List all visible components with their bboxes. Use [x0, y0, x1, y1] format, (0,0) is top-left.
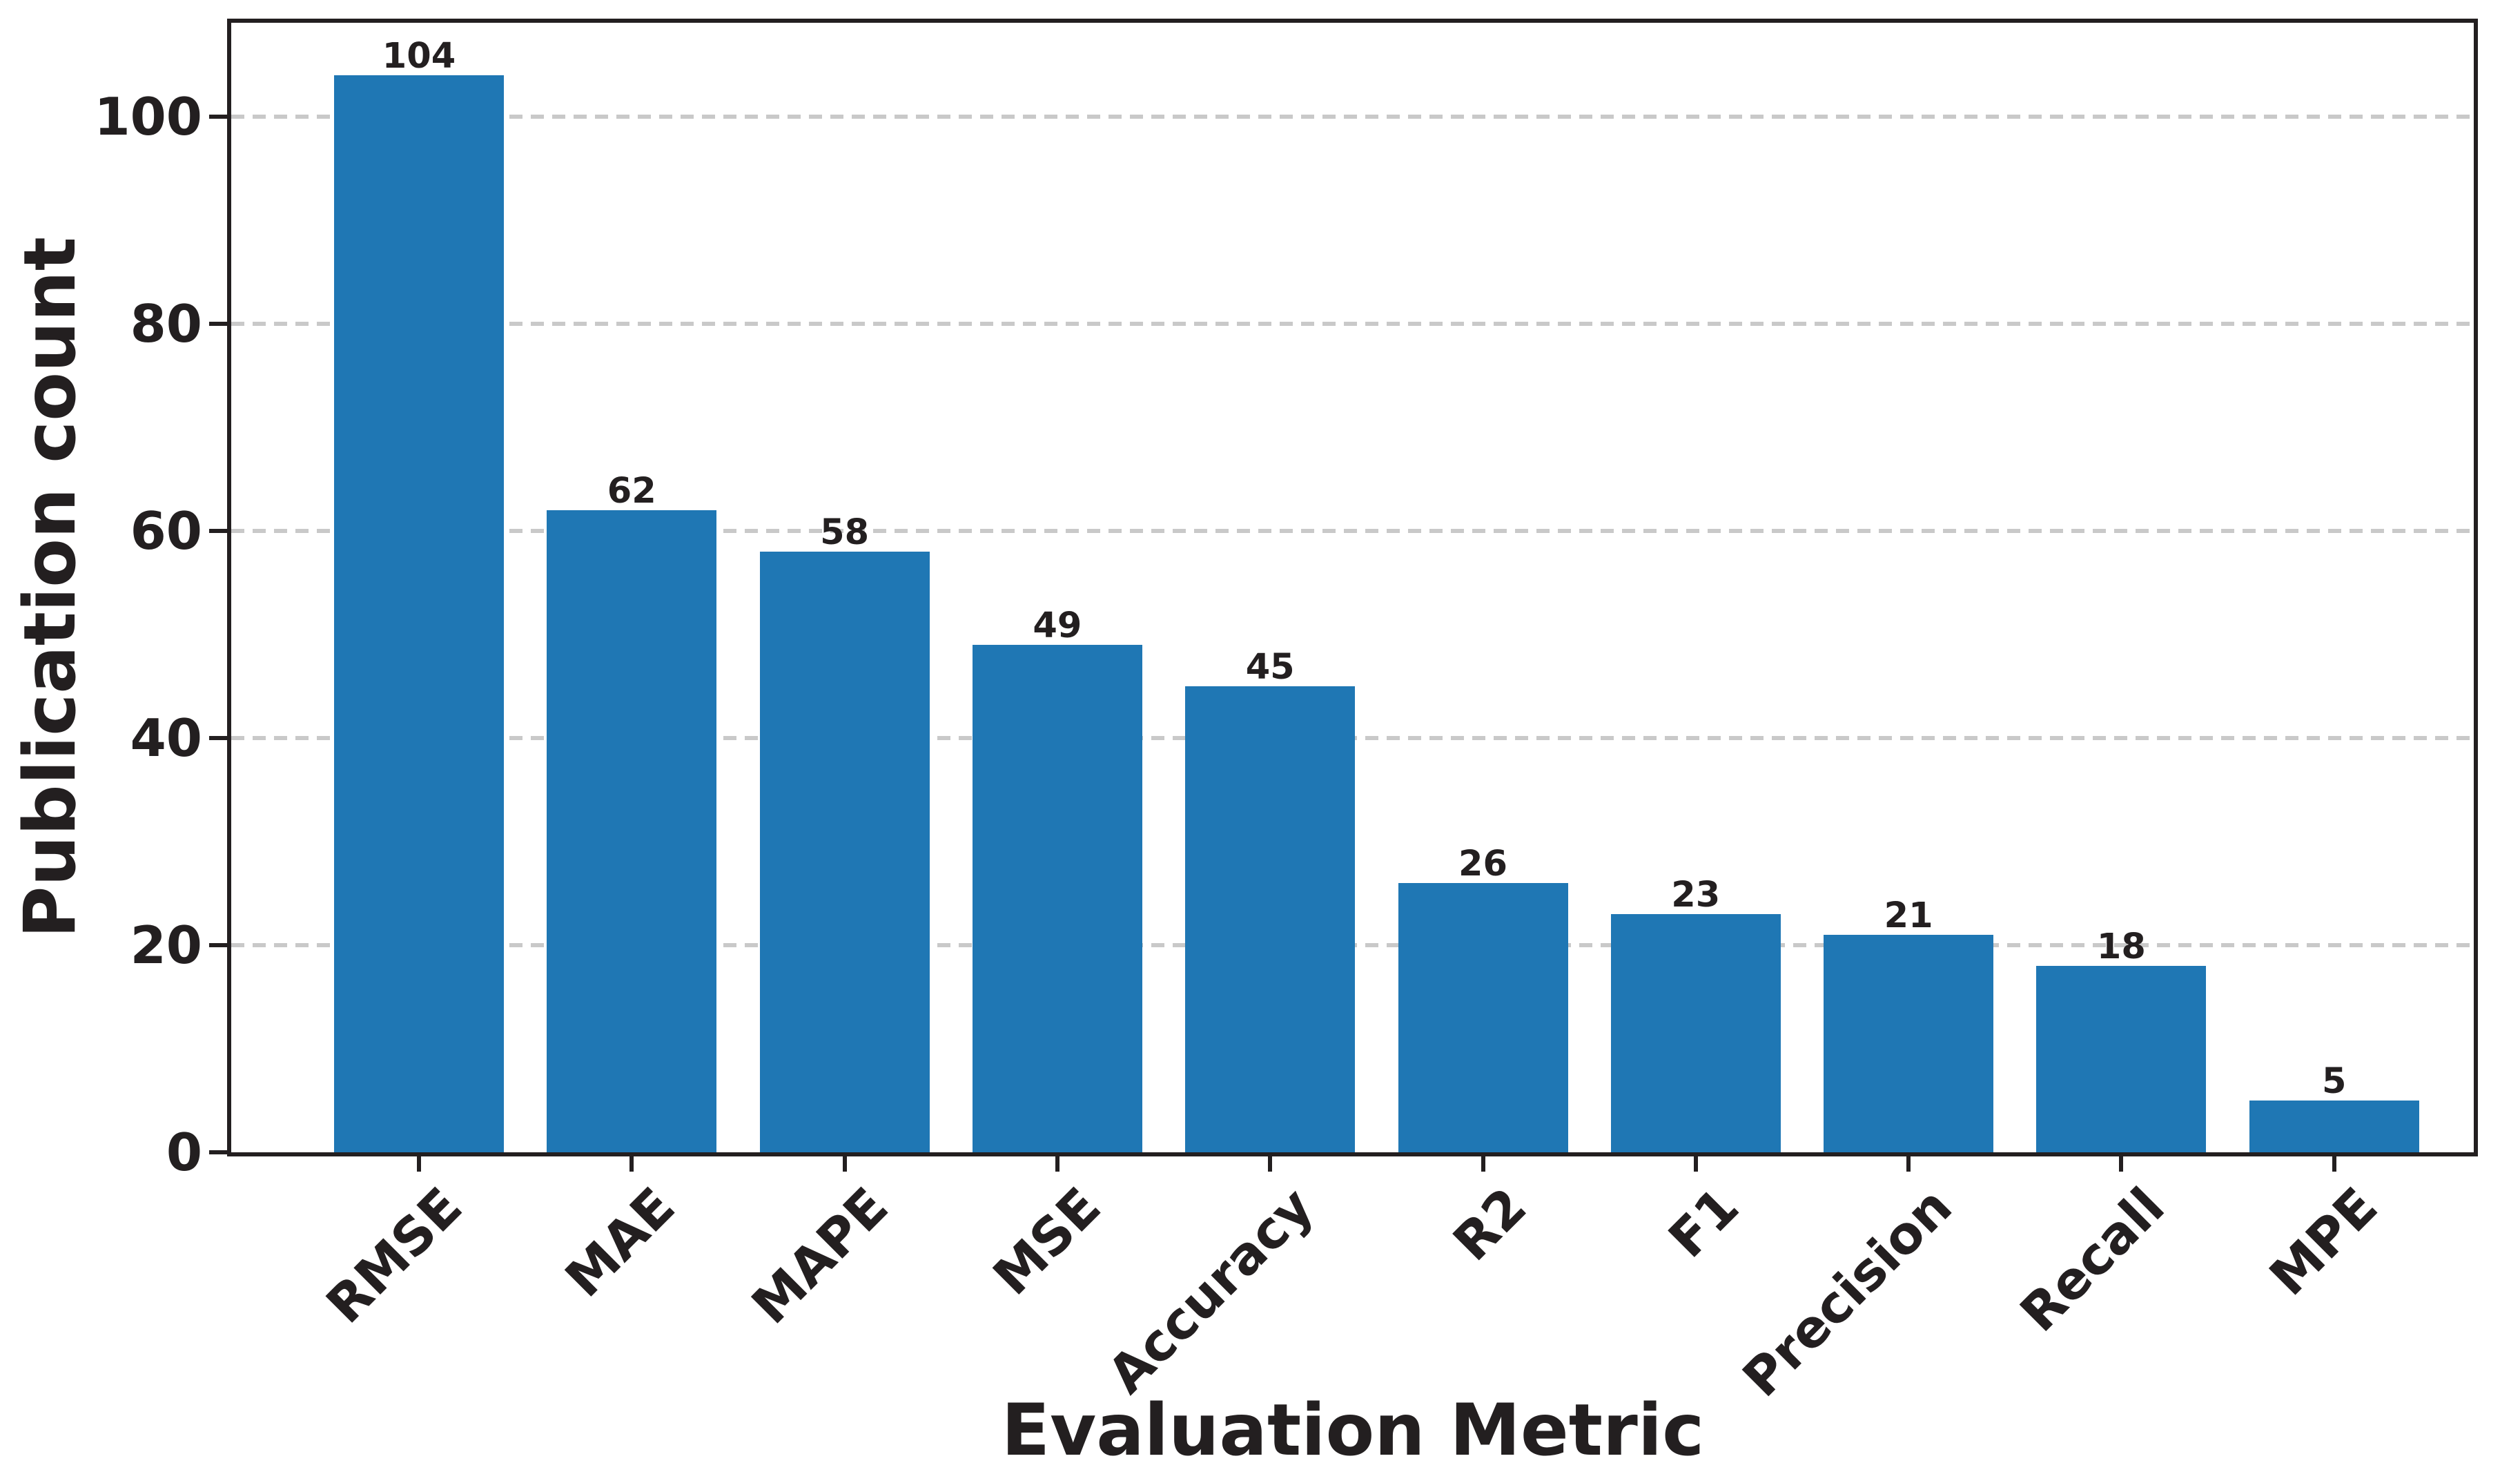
y-gridline-60 [231, 529, 2474, 534]
x-tick-label-MPE: MPE [2257, 1176, 2390, 1308]
x-tick-mark-MPE [2332, 1156, 2336, 1172]
bar-value-label-MSE: 49 [1033, 605, 1082, 647]
x-tick-mark-Precision [1906, 1156, 1911, 1172]
bar-Accuracy [1185, 686, 1356, 1152]
y-gridline-100 [231, 115, 2474, 119]
bar-RMSE [334, 75, 504, 1152]
y-tick-mark-60 [209, 529, 227, 534]
x-tick-label-Recall: Recall [2009, 1176, 2176, 1344]
y-tick-mark-20 [209, 943, 227, 948]
x-tick-mark-Recall [2119, 1156, 2124, 1172]
x-tick-mark-MAE [629, 1156, 634, 1172]
bar-R2 [1398, 883, 1568, 1152]
x-tick-label-R2: R2 [1440, 1176, 1538, 1273]
x-tick-label-MAPE: MAPE [739, 1176, 900, 1336]
x-tick-mark-RMSE [417, 1156, 421, 1172]
x-tick-label-F1: F1 [1657, 1176, 1751, 1270]
x-tick-label-MSE: MSE [981, 1176, 1113, 1307]
y-tick-mark-0 [209, 1150, 227, 1154]
bar-Precision [1824, 935, 1994, 1152]
bar-MAE [547, 510, 717, 1152]
x-tick-mark-MAPE [842, 1156, 847, 1172]
bar-MAPE [759, 552, 930, 1152]
y-axis-label: Publication count [9, 237, 92, 938]
bar-value-label-RMSE: 104 [382, 36, 456, 77]
bar-value-label-MAPE: 58 [820, 512, 870, 554]
axes-spines-box [227, 19, 2478, 1156]
y-tick-label-0: 0 [166, 1122, 202, 1183]
bar-value-label-F1: 23 [1671, 875, 1721, 916]
bar-value-label-Precision: 21 [1884, 895, 1933, 937]
y-tick-label-20: 20 [130, 915, 202, 976]
x-tick-mark-MSE [1055, 1156, 1059, 1172]
bar-value-label-MAE: 62 [607, 471, 656, 512]
y-tick-label-80: 80 [130, 293, 202, 355]
x-tick-mark-R2 [1481, 1156, 1485, 1172]
y-tick-label-100: 100 [94, 86, 202, 148]
bar-Recall [2036, 966, 2207, 1152]
bar-MSE [972, 645, 1142, 1152]
y-tick-label-40: 40 [130, 708, 202, 769]
bar-value-label-Accuracy: 45 [1245, 647, 1295, 688]
y-tick-label-60: 60 [130, 501, 202, 562]
y-tick-mark-80 [209, 322, 227, 327]
bar-value-label-R2: 26 [1458, 844, 1507, 885]
x-tick-label-MAE: MAE [554, 1176, 687, 1309]
x-axis-label: Evaluation Metric [1001, 1389, 1705, 1472]
x-tick-mark-F1 [1693, 1156, 1698, 1172]
x-tick-label-Precision: Precision [1730, 1176, 1964, 1408]
x-tick-label-Accuracy: Accuracy [1095, 1176, 1325, 1406]
bar-MPE [2249, 1101, 2419, 1152]
bar-value-label-MPE: 5 [2321, 1061, 2347, 1103]
bar-value-label-Recall: 18 [2096, 927, 2146, 968]
bar-F1 [1610, 914, 1781, 1152]
x-tick-label-RMSE: RMSE [315, 1176, 474, 1335]
y-tick-mark-40 [209, 736, 227, 741]
y-tick-mark-100 [209, 115, 227, 119]
x-tick-mark-Accuracy [1268, 1156, 1273, 1172]
y-gridline-80 [231, 322, 2474, 327]
